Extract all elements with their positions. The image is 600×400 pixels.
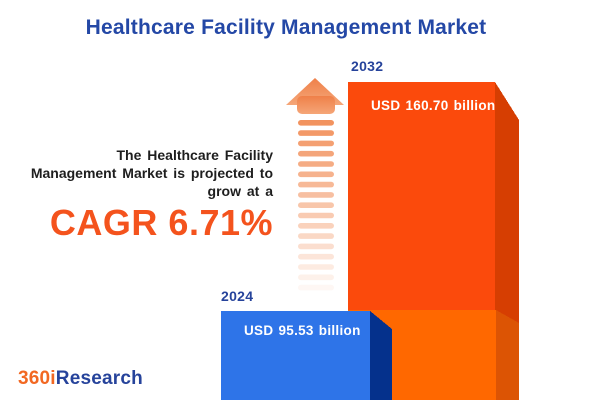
annotation-text: The Healthcare Facility Management Marke… <box>30 147 273 199</box>
bar-2024 <box>221 311 392 400</box>
cagr-value: CAGR 6.71% <box>49 202 273 243</box>
logo: 360iResearch <box>18 368 143 390</box>
bar-value-2024: USD 95.53 billion <box>244 323 361 338</box>
bar-2024-side-face <box>370 311 392 400</box>
arrow-dashed-tail <box>298 120 334 291</box>
logo-research: Research <box>55 368 143 389</box>
arrow-head <box>286 78 344 114</box>
bar-value-2032: USD 160.70 billion <box>371 98 496 113</box>
bar-chart <box>221 82 519 400</box>
year-label-2032: 2032 <box>351 58 384 74</box>
bar-2032-overlap-side-face <box>496 310 519 400</box>
year-label-2024: 2024 <box>221 288 254 304</box>
logo-360i: 360i <box>18 368 56 389</box>
growth-arrow-icon <box>286 78 344 291</box>
bar-2024-front-face <box>221 311 370 400</box>
page-title: Healthcare Facility Management Market <box>85 16 487 39</box>
annotation-block: The Healthcare Facility Management Marke… <box>0 146 273 242</box>
